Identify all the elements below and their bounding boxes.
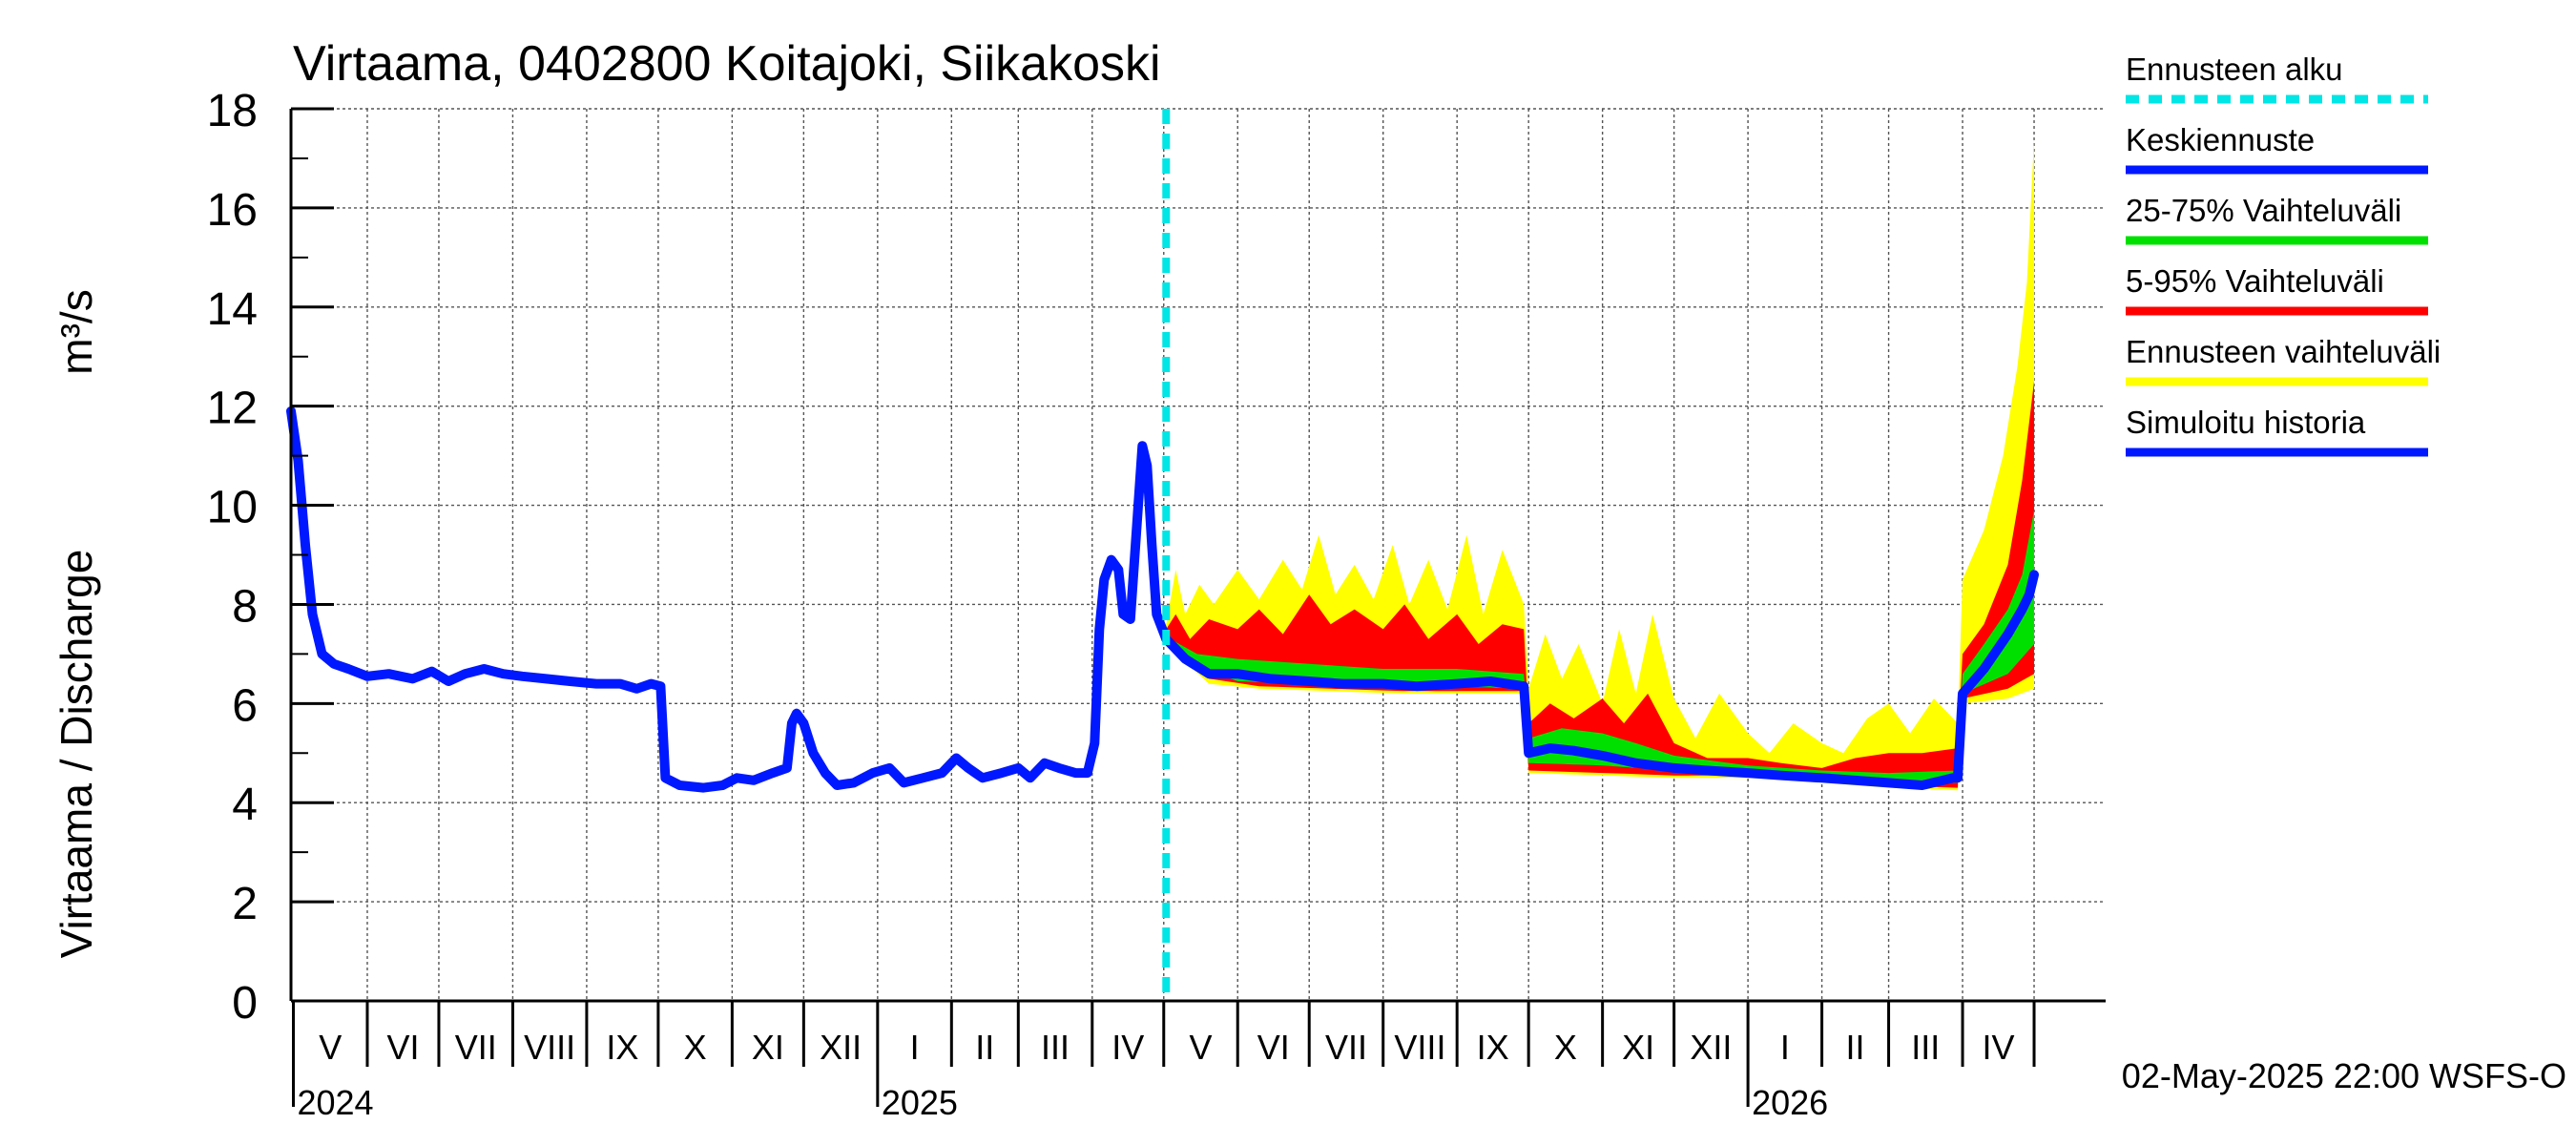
month-label: IV bbox=[1983, 1028, 2015, 1067]
grid-lines bbox=[291, 108, 2106, 1002]
timestamp-label: 02-May-2025 22:00 WSFS-O bbox=[2122, 1056, 2566, 1095]
month-label: XII bbox=[820, 1028, 862, 1067]
month-label: IV bbox=[1111, 1028, 1144, 1067]
y-tick-label: 4 bbox=[232, 780, 258, 830]
y-axis-label: Virtaama / Discharge bbox=[52, 550, 101, 959]
plot-area bbox=[291, 109, 2106, 1001]
month-label: X bbox=[684, 1028, 707, 1067]
month-label: II bbox=[1846, 1028, 1865, 1067]
month-label: V bbox=[319, 1028, 342, 1067]
y-axis: 0 2 4 6 8 10 12 14 16 18 bbox=[207, 86, 334, 1029]
y-tick-label: 14 bbox=[207, 284, 258, 335]
series-keskiennuste bbox=[1161, 570, 2039, 790]
legend-label: Keskiennuste bbox=[2126, 122, 2315, 157]
month-label: XI bbox=[1622, 1028, 1654, 1067]
y-axis-unit: m³/s bbox=[52, 289, 101, 374]
band-ennusteen-vaihteluv-li bbox=[1166, 138, 2034, 791]
legend-label: 25-75% Vaihteluväli bbox=[2126, 193, 2401, 228]
series-lines bbox=[286, 109, 2039, 1001]
x-axis: V VI VII VIII IX X XI XII I II III IV V VI VII VIII IX X X… bbox=[291, 999, 2106, 1122]
series-simuloitu-historia bbox=[286, 406, 1172, 793]
year-label: 2025 bbox=[882, 1083, 958, 1122]
month-label: V bbox=[1189, 1028, 1212, 1067]
legend: Ennusteen alku Keskiennuste 25-75% Vaihtel… bbox=[2126, 52, 2441, 457]
year-label: 2024 bbox=[297, 1083, 373, 1122]
legend-label: Ennusteen alku bbox=[2126, 52, 2343, 87]
legend-label: Simuloitu historia bbox=[2126, 405, 2366, 440]
y-tick-label: 0 bbox=[232, 978, 258, 1029]
y-axis-label-group: Virtaama / Discharge m³/s bbox=[52, 289, 101, 958]
year-label: 2026 bbox=[1752, 1083, 1828, 1122]
y-tick-label: 18 bbox=[207, 86, 258, 136]
month-label: VII bbox=[455, 1028, 497, 1067]
y-tick-label: 8 bbox=[232, 581, 258, 632]
month-label: II bbox=[975, 1028, 994, 1067]
month-label: IX bbox=[606, 1028, 638, 1067]
y-tick-label: 6 bbox=[232, 680, 258, 731]
month-label: I bbox=[1780, 1028, 1790, 1067]
legend-label: Ennusteen vaihteluväli bbox=[2126, 334, 2441, 369]
chart-title: Virtaama, 0402800 Koitajoki, Siikakoski bbox=[293, 36, 1161, 92]
month-label: X bbox=[1554, 1028, 1577, 1067]
y-tick-label: 2 bbox=[232, 879, 258, 929]
month-label: I bbox=[910, 1028, 920, 1067]
legend-label: 5-95% Vaihteluväli bbox=[2126, 263, 2384, 299]
month-label: VIII bbox=[524, 1028, 575, 1067]
month-label: VI bbox=[386, 1028, 419, 1067]
y-tick-label: 16 bbox=[207, 185, 258, 236]
y-tick-label: 12 bbox=[207, 384, 258, 434]
month-label: VI bbox=[1257, 1028, 1290, 1067]
month-label: VII bbox=[1325, 1028, 1367, 1067]
month-label: XI bbox=[752, 1028, 784, 1067]
month-label: VIII bbox=[1394, 1028, 1445, 1067]
month-label: IX bbox=[1477, 1028, 1509, 1067]
y-tick-label: 10 bbox=[207, 483, 258, 533]
month-label: III bbox=[1041, 1028, 1070, 1067]
month-label: XII bbox=[1690, 1028, 1732, 1067]
month-label: III bbox=[1911, 1028, 1940, 1067]
